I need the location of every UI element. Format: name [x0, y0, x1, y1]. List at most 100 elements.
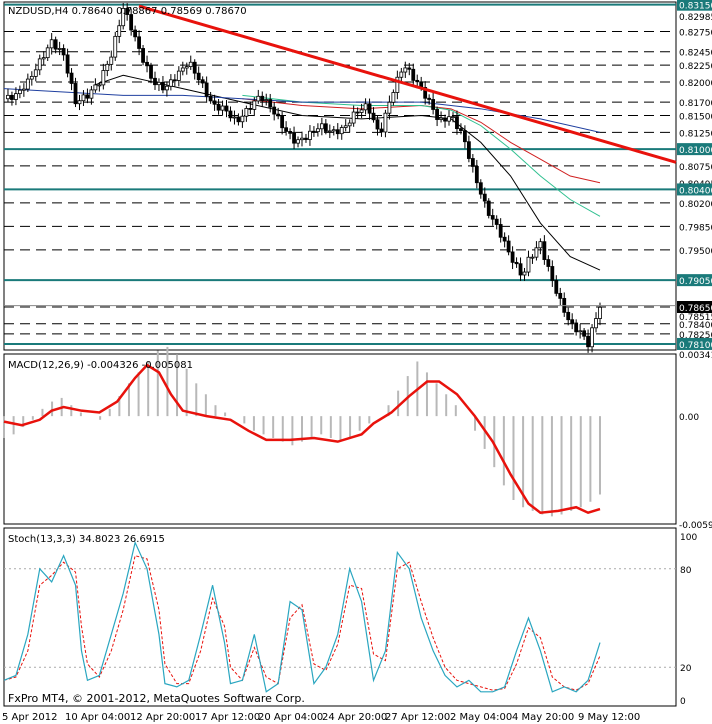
candle-body [105, 63, 110, 71]
candle-body [53, 39, 58, 50]
candle-body [339, 127, 344, 135]
candle-body [224, 105, 229, 112]
candle-body [578, 330, 583, 333]
candle-body [431, 99, 436, 110]
candle-body [161, 81, 165, 91]
candle-body [407, 67, 412, 70]
time-axis-label: 17 Apr 12:00 [195, 712, 260, 723]
candle-body [188, 61, 193, 67]
candle-body [474, 166, 479, 184]
candle-body [69, 72, 74, 84]
candle-body [149, 65, 153, 79]
candle-body [109, 56, 114, 65]
candle-body [312, 130, 316, 133]
candle-body [129, 14, 134, 31]
candle-body [463, 130, 467, 143]
candle-body [486, 200, 491, 216]
candle-body [232, 116, 237, 119]
candle-body [292, 132, 296, 144]
macd-panel-frame [3, 353, 677, 525]
candle-body [490, 215, 495, 220]
candle-body [240, 115, 245, 123]
macd-title: MACD(12,26,9) -0.004326 -0.005081 [8, 360, 193, 371]
candle-body [598, 306, 602, 319]
candle-body [252, 100, 257, 110]
candle-body [367, 103, 372, 114]
candle-body [351, 111, 356, 124]
candle-body [133, 29, 138, 38]
candle-body [204, 82, 209, 97]
candle-body [176, 70, 181, 81]
candle-body [459, 128, 463, 132]
candle-body [17, 89, 22, 95]
stoch-axis-label: 100 [680, 533, 697, 543]
candle-body [343, 125, 348, 128]
candle-body [145, 61, 149, 67]
candle-body [157, 81, 161, 86]
candle-body [403, 67, 408, 73]
price-level-lines [4, 3, 676, 345]
candle-body [81, 94, 86, 102]
candle-body [57, 48, 62, 50]
candle-body [335, 129, 340, 135]
candle-body [41, 57, 46, 60]
candle-body [383, 112, 388, 133]
candle-body [256, 95, 261, 102]
candle-body [21, 88, 26, 91]
candle-body [61, 48, 66, 56]
stoch-panel: Stoch(13,3,3) 34.8023 26.6915 100 80 20 0 F… [3, 527, 697, 707]
candle-body [113, 35, 118, 58]
time-axis-label: 27 Apr 12:00 [385, 712, 450, 723]
price-label-box [677, 0, 712, 11]
price-label: 0.78515 [679, 313, 712, 323]
candle-body [387, 101, 392, 114]
candle-body [526, 256, 531, 273]
candle-body [117, 25, 122, 37]
candle-body [308, 130, 312, 140]
candle-body [200, 79, 205, 84]
candle-body [470, 158, 475, 167]
candle-body [244, 108, 249, 117]
candle-body [315, 128, 320, 133]
candle-body [153, 77, 157, 86]
time-axis-label: 9 May 12:00 [578, 712, 640, 723]
candle-body [534, 247, 539, 258]
price-label: 0.82985 [679, 13, 712, 23]
candle-body [439, 117, 443, 120]
candle-body [184, 66, 189, 69]
candle-body [220, 105, 225, 111]
macd-axis-label: 0.00 [679, 413, 699, 423]
moving-average-line [242, 98, 601, 184]
candle-body [37, 58, 42, 71]
candle-body [236, 116, 241, 123]
macd-panel: MACD(12,26,9) -0.004326 -0.005081 0.0034… [3, 346, 712, 531]
candle-body [288, 131, 292, 134]
candle-body [97, 84, 102, 87]
candle-body [180, 67, 185, 72]
candle-body [137, 36, 141, 49]
candle-body [363, 103, 368, 111]
macd-signal-line [3, 363, 601, 515]
candle-body [10, 94, 14, 100]
candle-body [331, 129, 336, 132]
time-axis-label: 12 Apr 20:00 [130, 712, 195, 723]
time-axis-label: 5 Apr 2012 [2, 712, 57, 723]
candle-body [494, 218, 499, 225]
price-label: 0.78100 [679, 341, 712, 351]
candle-body [498, 224, 503, 238]
candle-body [280, 115, 285, 129]
price-panel: NZDUSD,H4 0.78640 0.78867 0.78569 0.7867… [3, 0, 712, 353]
time-axis-label: 4 May 20:00 [512, 712, 574, 723]
